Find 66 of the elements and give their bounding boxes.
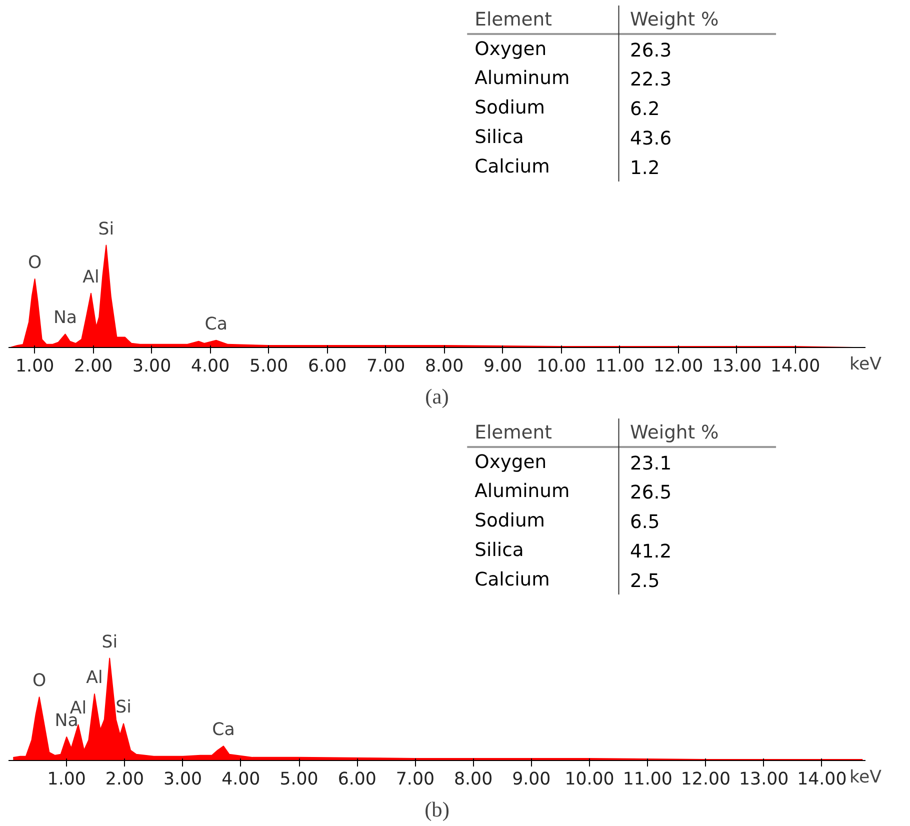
- x-tick-label: 10.00: [536, 356, 586, 376]
- category-label: Calcium: [474, 570, 550, 591]
- category-label: Calcium: [474, 156, 550, 178]
- annotation: Al: [82, 267, 100, 288]
- data-label: 2.5: [630, 571, 660, 592]
- x-tick-label: 14.00: [797, 770, 847, 790]
- x-tick-label: 11.00: [595, 356, 645, 376]
- annotation: Si: [98, 219, 114, 240]
- category-label: Aluminum: [474, 481, 570, 502]
- x-tick-label: 9.00: [512, 770, 551, 790]
- x-tick-label: 3.00: [132, 356, 172, 376]
- x-tick-label: 10.00: [564, 770, 614, 790]
- x-tick-label: 13.00: [739, 770, 789, 790]
- x-tick-label: 7.00: [366, 356, 406, 376]
- annotation: O: [28, 253, 42, 274]
- x-tick-label: 6.00: [308, 356, 347, 376]
- data-label: 1.2: [630, 158, 660, 180]
- x-tick-label: 14.00: [770, 356, 820, 376]
- x-tick-label: 5.00: [280, 770, 318, 790]
- text: Weight %: [630, 422, 719, 444]
- x-tick-label: 2.00: [74, 356, 113, 376]
- category-label: Oxygen: [474, 452, 547, 473]
- annotation: Al: [86, 668, 103, 688]
- data-label: 6.5: [630, 512, 660, 534]
- annotation: Ca: [204, 314, 228, 334]
- category-label: Sodium: [474, 98, 545, 119]
- data-label: 23.1: [630, 453, 672, 474]
- data-label: 26.3: [630, 40, 672, 62]
- x-tick-label: 4.00: [222, 770, 260, 790]
- x-tick-label: 2.00: [105, 770, 144, 790]
- x-tick-label: 7.00: [396, 770, 435, 790]
- text: (b): [424, 798, 450, 822]
- x-tick-label: 1.00: [16, 356, 54, 376]
- x-tick-label: 12.00: [654, 356, 704, 376]
- x-axis-title: keV: [850, 768, 882, 788]
- data-label: 41.2: [630, 542, 672, 563]
- x-tick-label: 11.00: [622, 770, 672, 790]
- x-tick-label: 12.00: [680, 770, 731, 790]
- x-tick-label: 9.00: [484, 356, 522, 376]
- text: (a): [425, 384, 449, 408]
- annotation: Na: [53, 308, 78, 328]
- text: Weight %: [630, 9, 719, 30]
- annotation: Ca: [212, 720, 235, 740]
- x-tick-label: 8.00: [454, 770, 493, 790]
- category-label: Aluminum: [474, 68, 570, 90]
- x-tick-label: 8.00: [425, 356, 464, 376]
- category-label: Oxygen: [474, 38, 547, 60]
- x-tick-label: 3.00: [164, 770, 202, 790]
- category-label: Sodium: [474, 510, 545, 532]
- data-label: 6.2: [630, 99, 660, 120]
- x-tick-label: 13.00: [712, 356, 762, 376]
- data-label: 43.6: [630, 128, 672, 150]
- x-tick-label: 6.00: [338, 770, 376, 790]
- annotation: Si: [116, 698, 132, 718]
- x-tick-label: 4.00: [191, 356, 230, 376]
- x-axis-title: keV: [850, 354, 882, 374]
- x-tick-label: 5.00: [250, 356, 288, 376]
- x-tick-label: 1.00: [47, 770, 86, 790]
- text: Element: [474, 9, 552, 30]
- category-label: Silica: [474, 127, 524, 148]
- data-label: 22.3: [630, 70, 672, 91]
- category-label: Silica: [474, 540, 524, 562]
- annotation: Si: [102, 632, 118, 652]
- data-label: 26.5: [630, 482, 672, 504]
- text: Element: [474, 422, 552, 444]
- annotation: O: [32, 671, 46, 692]
